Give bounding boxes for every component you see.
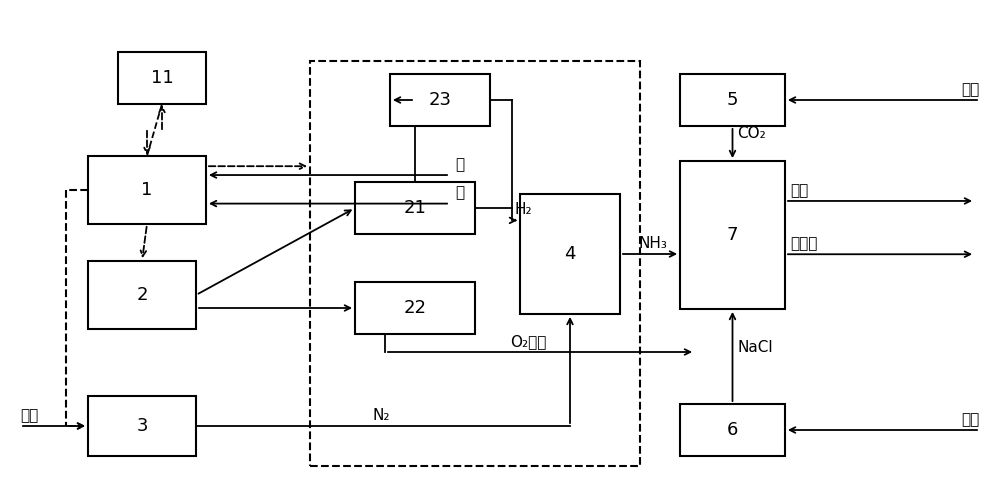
Text: 2: 2 [136,286,148,304]
Text: 绍煅: 绍煅 [790,183,808,198]
Text: 尾气: 尾气 [962,82,980,97]
Text: 废盐: 废盐 [962,412,980,427]
Text: 风: 风 [455,157,464,172]
Text: H₂: H₂ [514,203,532,217]
Bar [310,61,640,466]
Bar [118,52,206,104]
Text: 5: 5 [727,91,738,109]
Text: NH₃: NH₃ [638,236,667,251]
Text: 1: 1 [141,181,153,199]
Text: NaCl: NaCl [738,339,773,355]
Text: 23: 23 [428,91,452,109]
Text: 7: 7 [727,226,738,244]
Bar [355,282,475,334]
Bar [680,74,785,126]
Bar [88,396,196,456]
Text: 22: 22 [404,299,426,317]
Text: 空气: 空气 [20,408,38,423]
Bar [390,74,490,126]
Text: 4: 4 [564,245,576,263]
Bar [88,156,206,224]
Bar [355,182,475,234]
Text: O₂产品: O₂产品 [510,334,546,349]
Bar [520,194,620,314]
Text: 氯化锨: 氯化锨 [790,236,817,251]
Text: 11: 11 [151,69,173,87]
Text: 6: 6 [727,421,738,439]
Text: 3: 3 [136,417,148,435]
Text: N₂: N₂ [373,408,390,423]
Text: CO₂: CO₂ [738,126,766,141]
Text: 21: 21 [404,199,426,217]
Text: 光: 光 [455,186,464,201]
Bar [680,161,785,309]
Bar [680,404,785,456]
Bar [88,261,196,329]
